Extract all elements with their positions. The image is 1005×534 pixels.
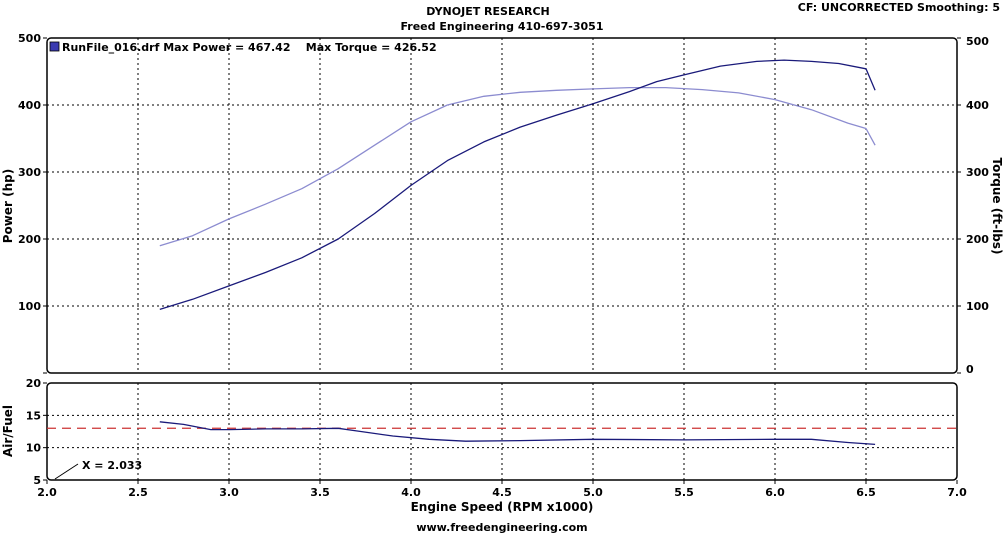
x-tick-label: 2.0 — [37, 486, 57, 499]
chart-subtitle: Freed Engineering 410-697-3051 — [400, 20, 603, 33]
afr-axis-ticks: 2.0 2.5 3.0 3.5 4.0 4.5 5.0 5.5 6.0 6.5 7.0 5 10 15 20 — [26, 377, 967, 499]
torque-tick-label: 200 — [966, 233, 989, 246]
afr-series — [159, 421, 876, 446]
x-tick-label: 4.5 — [492, 486, 512, 499]
cf-info: CF: UNCORRECTED Smoothing: 5 — [798, 1, 1000, 14]
torque-tick-label: 100 — [966, 300, 989, 313]
square-swatch-icon[interactable] — [49, 41, 60, 52]
x-tick-label: 5.5 — [674, 486, 694, 499]
afr-tick-label: 15 — [26, 409, 41, 422]
x-tick-label: 6.5 — [856, 486, 876, 499]
power-tick-label: 100 — [18, 300, 41, 313]
x-tick-label: 5.0 — [583, 486, 603, 499]
power-torque-series — [159, 59, 876, 311]
afr-panel-frame — [46, 382, 958, 481]
afr-line — [159, 421, 876, 446]
afr-axis-label: Air/Fuel — [1, 405, 15, 457]
x-axis-label: Engine Speed (RPM x1000) — [411, 500, 594, 514]
power-axis-label: Power (hp) — [1, 169, 15, 243]
cursor-annotation: X = 2.033 — [82, 459, 142, 472]
power-line — [159, 59, 876, 311]
x-tick-label: 6.0 — [765, 486, 785, 499]
power-tick-label: 400 — [18, 99, 41, 112]
x-tick-label: 3.0 — [219, 486, 239, 499]
afr-grid — [47, 383, 957, 480]
torque-tick-label: 300 — [966, 166, 989, 179]
footer-url[interactable]: www.freedengineering.com — [416, 521, 587, 534]
afr-tick-label: 5 — [33, 474, 41, 487]
torque-line — [159, 86, 876, 247]
chart-title: DYNOJET RESEARCH — [426, 5, 549, 18]
cursor-annotation-line — [54, 463, 79, 480]
torque-tick-label: 500 — [966, 35, 989, 48]
power-axis-ticks: 0 100 100 200 200 300 300 400 400 500 500 — [18, 32, 989, 376]
x-tick-label: 2.5 — [128, 486, 148, 499]
torque-tick-label: 400 — [966, 99, 989, 112]
torque-axis-label: Torque (ft-lbs) — [990, 158, 1004, 255]
afr-tick-label: 20 — [26, 377, 42, 390]
torque-tick-label: 0 — [966, 363, 974, 376]
power-tick-label: 500 — [18, 32, 41, 45]
x-tick-label: 4.0 — [401, 486, 421, 499]
afr-tick-label: 10 — [26, 442, 42, 455]
power-tick-label: 200 — [18, 233, 41, 246]
legend-text: RunFile_016.drf Max Power = 467.42 Max T… — [62, 41, 437, 54]
power-tick-label: 300 — [18, 166, 41, 179]
x-tick-label: 3.5 — [310, 486, 330, 499]
x-tick-label: 7.0 — [947, 486, 967, 499]
